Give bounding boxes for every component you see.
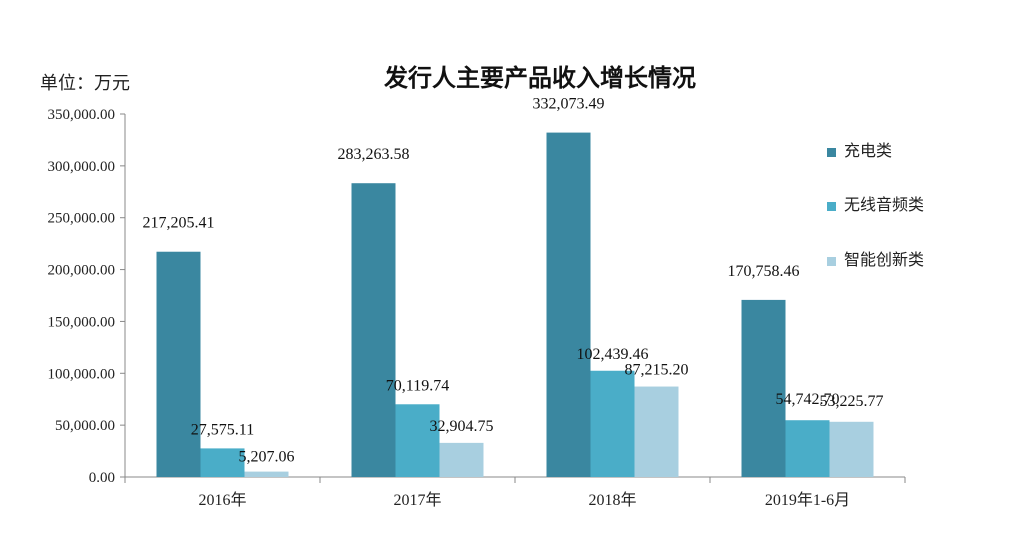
y-tick-label: 200,000.00 (48, 263, 116, 279)
y-tick-label: 50,000.00 (55, 418, 115, 434)
bar (590, 370, 635, 477)
bar (244, 471, 289, 477)
bar (741, 299, 786, 477)
unit-label: 单位：万元 (40, 73, 130, 94)
data-label: 87,215.20 (625, 362, 689, 379)
y-tick-label: 100,000.00 (48, 366, 116, 382)
data-label: 283,263.58 (338, 146, 410, 163)
bar (785, 420, 830, 477)
y-tick-label: 350,000.00 (48, 107, 116, 123)
y-tick-label: 250,000.00 (48, 211, 116, 227)
bar (546, 132, 591, 477)
bar (439, 442, 484, 477)
legend-swatch (827, 257, 836, 266)
data-label: 32,904.75 (430, 418, 494, 435)
x-tick-label: 2019年1-6月 (765, 491, 850, 509)
bar (156, 251, 201, 477)
y-tick-label: 0.00 (89, 470, 115, 486)
bar (634, 386, 679, 477)
data-label: 217,205.41 (143, 215, 215, 232)
axes: 0.00 50,000.00 100,000.00 150,000.00 200,000… (48, 107, 906, 509)
legend-label: 智能创新类 (844, 250, 924, 269)
data-labels: 217,205.41 27,575.11 5,207.06 283,263.58 70,… (143, 96, 884, 466)
x-tick-label: 2018年 (588, 491, 636, 509)
bar (200, 448, 245, 477)
bars (156, 132, 874, 477)
data-label: 170,758.46 (728, 263, 800, 280)
data-label: 5,207.06 (239, 449, 295, 466)
bar (351, 183, 396, 477)
chart-title: 发行人主要产品收入增长情况 (383, 63, 696, 92)
data-label: 53,225.77 (820, 393, 884, 410)
y-tick-label: 300,000.00 (48, 159, 116, 175)
bar (829, 421, 874, 477)
legend-swatch (827, 148, 836, 157)
data-label: 54,742.70 (776, 391, 840, 408)
data-label: 27,575.11 (191, 421, 254, 438)
legend-label: 充电类 (844, 141, 892, 160)
x-tick-label: 2017年 (393, 491, 441, 509)
legend-label: 无线音频类 (844, 195, 924, 214)
bar (395, 404, 440, 477)
legend-swatch (827, 202, 836, 211)
data-label: 332,073.49 (533, 96, 605, 113)
y-tick-label: 150,000.00 (48, 314, 116, 330)
data-label: 70,119.74 (386, 377, 449, 394)
data-label: 102,439.46 (577, 346, 649, 363)
x-tick-label: 2016年 (198, 491, 246, 509)
